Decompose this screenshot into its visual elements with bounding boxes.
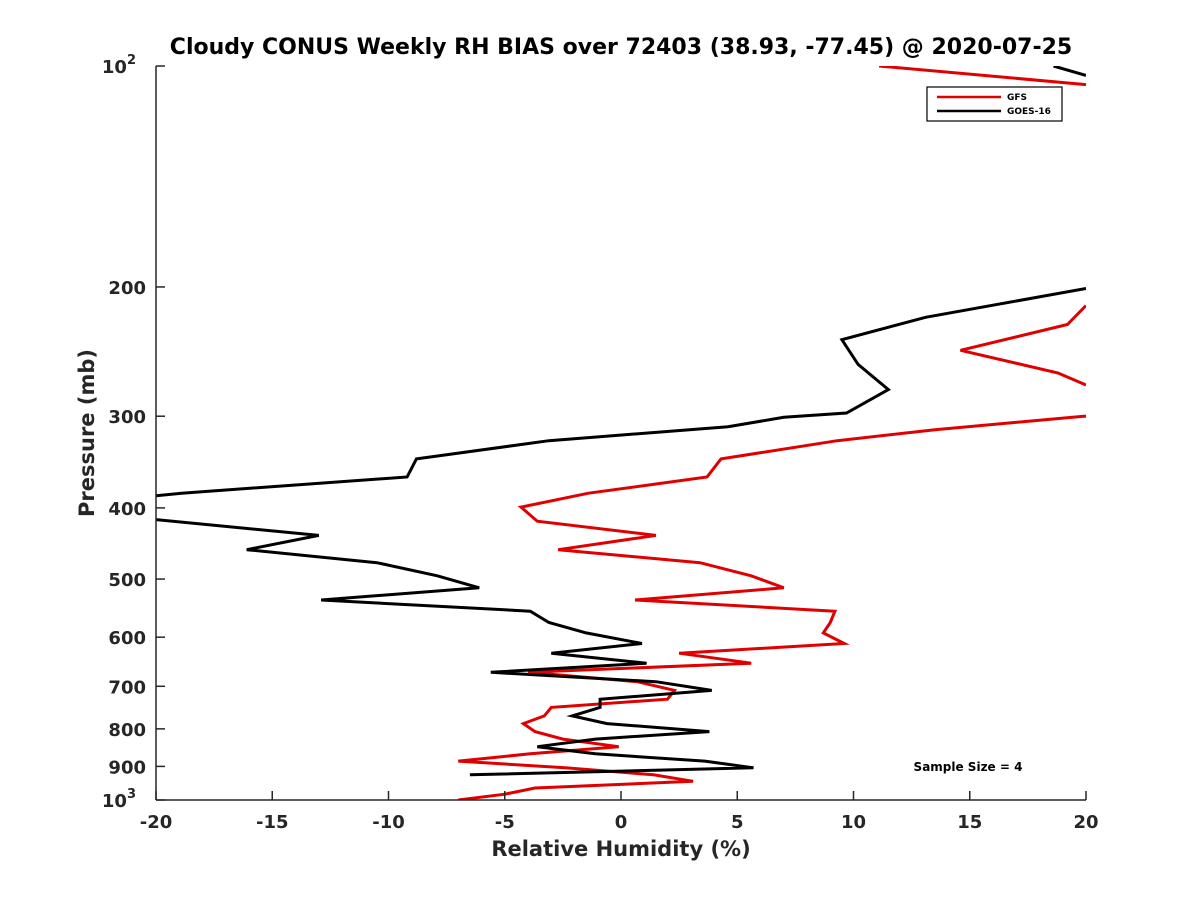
x-tick-label: 20 (1073, 812, 1098, 833)
x-tick-label: 10 (841, 812, 866, 833)
y-tick-label: 600 (108, 628, 146, 649)
x-tick-label: -10 (372, 812, 405, 833)
x-tick-label: -5 (495, 812, 515, 833)
y-tick-label: 103 (102, 787, 136, 812)
x-tick-label: -15 (256, 812, 289, 833)
y-axis-label: Pressure (mb) (75, 349, 99, 517)
legend: GFS GOES-16 (926, 86, 1063, 122)
y-tick-label: 900 (108, 757, 146, 778)
series-line-goes-16-seg-2 (156, 518, 754, 777)
x-tick-label: -20 (140, 812, 173, 833)
y-tick-label: 400 (108, 499, 146, 520)
series-line-gfs-seg-1 (960, 304, 1086, 387)
x-axis-label: Relative Humidity (%) (491, 837, 750, 861)
legend-label-goes-16: GOES-16 (1007, 107, 1051, 117)
plot-lines (156, 66, 1086, 800)
y-tick-label: 800 (108, 720, 146, 741)
x-ticks: -20 -15 -10 -5 0 5 10 15 20 (140, 791, 1099, 833)
y-tick-label: 102 (102, 53, 136, 78)
x-tick-label: 0 (615, 812, 628, 833)
sample-size-annotation: Sample Size = 4 (914, 760, 1023, 774)
y-tick-label: 300 (108, 407, 146, 428)
x-tick-label: 15 (957, 812, 982, 833)
y-ticks: 102 200 300 400 500 600 700 800 900 103 (102, 53, 165, 812)
axes (155, 66, 1086, 801)
chart-title: Cloudy CONUS Weekly RH BIAS over 72403 (… (170, 35, 1072, 60)
y-tick-label: 200 (108, 278, 146, 299)
legend-label-gfs: GFS (1007, 93, 1027, 103)
series-line-goes-16-seg-0 (1053, 66, 1086, 77)
legend-box (926, 86, 1063, 122)
y-tick-label: 700 (108, 677, 146, 698)
series-line-gfs-seg-2 (458, 414, 1086, 800)
x-tick-label: 5 (731, 812, 744, 833)
series-line-goes-16-seg-1 (156, 287, 1086, 498)
series-line-gfs-seg-0 (878, 66, 1086, 87)
y-tick-label: 500 (108, 570, 146, 591)
